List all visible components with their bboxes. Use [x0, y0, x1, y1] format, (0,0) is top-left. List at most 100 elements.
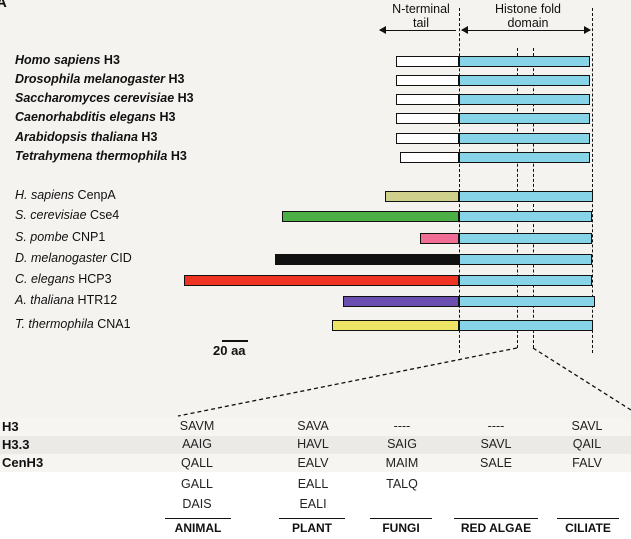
motif-cell: ---- — [393, 419, 411, 433]
species-name: S. cerevisiae — [15, 208, 87, 222]
species-name: C. elegans — [15, 272, 75, 286]
species-name: Drosophila melanogaster — [15, 72, 166, 86]
panel-letter: A — [0, 0, 7, 11]
species-name: Saccharomyces cerevisiae — [15, 91, 175, 105]
h3-tail-bar — [400, 152, 459, 163]
protein-name: CNA1 — [93, 317, 131, 331]
protein-name: H3 — [174, 91, 194, 105]
cenh3-tail-bar — [275, 254, 459, 265]
motif-cell: EALL — [297, 477, 329, 491]
group-label: PLANT — [279, 518, 345, 535]
species-name: A. thaliana — [15, 293, 75, 307]
cenh3-tail-bar — [385, 191, 459, 202]
scale-bar — [222, 340, 248, 342]
motif-cell: FALV — [572, 456, 602, 470]
protein-name: H3 — [137, 130, 158, 144]
motif-cell: AAIG — [182, 437, 212, 451]
cenh3-species-label: C. elegans HCP3 — [15, 272, 112, 287]
h3-tail-bar — [396, 56, 459, 67]
cenh3-species-label: A. thaliana HTR12 — [15, 293, 117, 308]
cenh3-species-label: T. thermophila CNA1 — [15, 317, 131, 332]
cenh3-fold-bar — [459, 320, 593, 331]
species-name: Tetrahymena thermophila — [15, 149, 168, 163]
row-label: H3.3 — [2, 437, 30, 452]
protein-name: H3 — [156, 110, 176, 124]
motif-cell: EALV — [297, 456, 329, 470]
h3-fold-bar — [459, 56, 590, 67]
protein-name: HTR12 — [74, 293, 118, 307]
row-label: CenH3 — [2, 455, 44, 470]
motif-cell: DAIS — [182, 497, 212, 511]
h3-fold-bar — [459, 75, 590, 86]
h3-fold-bar — [459, 94, 590, 105]
h3-fold-bar — [459, 133, 590, 144]
motif-cell: QALL — [181, 456, 213, 470]
group-label: ANIMAL — [165, 518, 231, 535]
cenh3-fold-bar — [459, 233, 592, 244]
cenh3-tail-bar — [282, 211, 459, 222]
protein-name: H3 — [100, 53, 120, 67]
cenh3-tail-bar — [420, 233, 459, 244]
species-name: Homo sapiens — [15, 53, 101, 67]
cenh3-tail-bar — [332, 320, 459, 331]
row-band-cenh3 — [0, 454, 631, 472]
row-band-h3 — [0, 418, 631, 436]
species-name: S. pombe — [15, 230, 69, 244]
motif-cell: SALE — [480, 456, 512, 470]
protein-name: HCP3 — [74, 272, 112, 286]
n-terminal-arrow — [379, 26, 456, 34]
motif-cell: GALL — [181, 477, 213, 491]
h3-tail-bar — [396, 94, 459, 105]
histone-fold-header: Histone fold domain — [494, 2, 561, 30]
row-band-h33 — [0, 436, 631, 454]
protein-name: CenpA — [74, 188, 116, 202]
h3-species-label: Drosophila melanogaster H3 — [15, 72, 185, 87]
cenh3-species-label: S. pombe CNP1 — [15, 230, 105, 245]
motif-cell: QAIL — [572, 437, 602, 451]
scale-label: 20 aa — [213, 343, 246, 358]
protein-name: H3 — [167, 149, 187, 163]
motif-cell: EALI — [299, 497, 327, 511]
h3-tail-bar — [396, 75, 459, 86]
protein-name: CNP1 — [68, 230, 106, 244]
cenh3-fold-bar — [459, 296, 595, 307]
motif-cell: SAVL — [480, 437, 512, 451]
h3-species-label: Saccharomyces cerevisiae H3 — [15, 91, 194, 106]
cenh3-species-label: S. cerevisiae Cse4 — [15, 208, 119, 223]
species-name: H. sapiens — [15, 188, 75, 202]
motif-cell: HAVL — [297, 437, 329, 451]
group-label: CILIATE — [557, 518, 619, 535]
cenh3-tail-bar — [184, 275, 459, 286]
motif-cell: SAIG — [387, 437, 417, 451]
motif-cell: ---- — [487, 419, 505, 433]
h3-species-label: Homo sapiens H3 — [15, 53, 120, 68]
species-name: D. melanogaster — [15, 251, 107, 265]
species-name: Arabidopsis thaliana — [15, 130, 138, 144]
histone-fold-arrow — [461, 26, 591, 34]
motif-cell: SAVM — [179, 419, 215, 433]
cenh3-fold-bar — [459, 254, 592, 265]
h3-tail-bar — [396, 113, 459, 124]
motif-cell: MAIM — [385, 456, 419, 470]
cenh3-tail-bar — [343, 296, 459, 307]
cenh3-fold-bar — [459, 191, 593, 202]
h3-tail-bar — [396, 133, 459, 144]
cenh3-species-label: H. sapiens CenpA — [15, 188, 116, 203]
protein-name: H3 — [165, 72, 185, 86]
species-name: Caenorhabditis elegans — [15, 110, 157, 124]
cenh3-species-label: D. melanogaster CID — [15, 251, 132, 266]
protein-name: CID — [106, 251, 132, 265]
group-label: FUNGI — [370, 518, 432, 535]
motif-cell: SAVL — [571, 419, 603, 433]
h3-species-label: Arabidopsis thaliana H3 — [15, 130, 157, 145]
cenh3-fold-bar — [459, 275, 592, 286]
domain-boundary-line — [459, 8, 460, 353]
protein-name: Cse4 — [86, 208, 120, 222]
h3-species-label: Tetrahymena thermophila H3 — [15, 149, 187, 164]
h3-fold-bar — [459, 113, 590, 124]
motif-cell: SAVA — [297, 419, 329, 433]
cenh3-fold-bar — [459, 211, 592, 222]
right-boundary-line — [592, 8, 593, 353]
group-label: RED ALGAE — [454, 518, 538, 535]
